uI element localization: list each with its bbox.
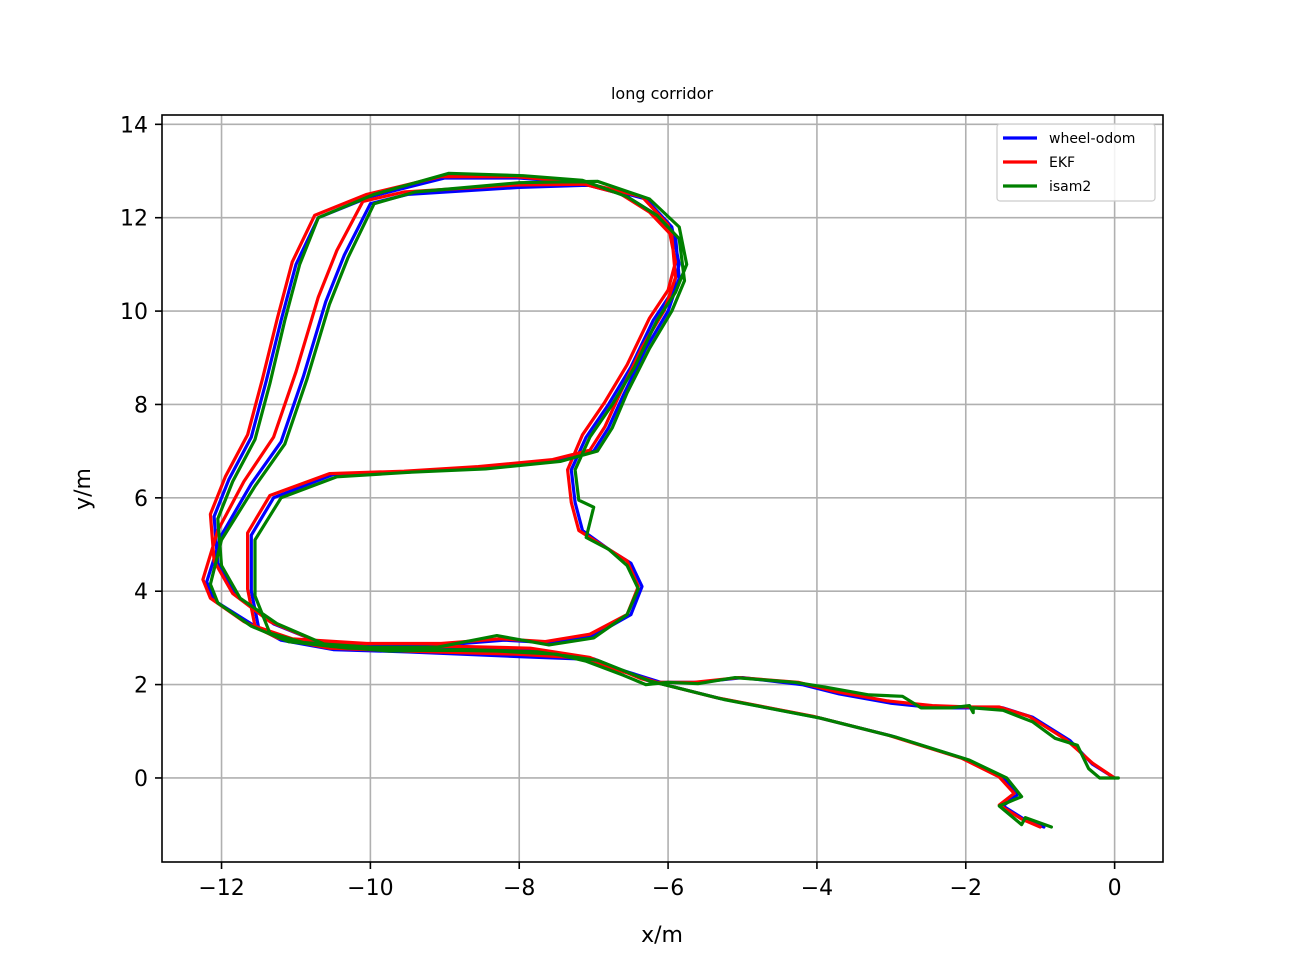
y-tick-label: 0 [134,767,148,792]
x-tick-label: −6 [652,876,684,901]
plot-frame [161,114,1164,863]
y-tick-label: 8 [134,393,148,418]
x-axis-label: x/m [641,923,683,948]
y-tick-label: 4 [134,580,148,605]
y-tick-label: 6 [134,487,148,512]
y-tick-label: 10 [120,300,148,325]
y-tick-label: 14 [120,113,148,138]
legend-box [996,123,1156,202]
legend: wheel-odom EKF isam2 [996,123,1156,202]
x-tick-label: −12 [198,876,244,901]
series-line-isam2 [208,171,1120,829]
x-tick-label: −4 [801,876,833,901]
axis-ticks: −12 −10 −8 −6 −4 −2 0 0 2 4 6 8 10 12 14 [120,113,1122,901]
plot-series [201,171,1120,829]
x-tick-label: −2 [950,876,982,901]
legend-label: wheel-odom [1049,131,1135,147]
x-tick-label: −8 [503,876,535,901]
legend-label: EKF [1049,155,1075,171]
y-axis-label: y/m [71,468,96,510]
chart-title: long corridor [611,84,713,103]
y-tick-label: 12 [120,207,148,232]
y-tick-label: 2 [134,674,148,699]
x-tick-label: −10 [347,876,393,901]
x-tick-label: 0 [1108,876,1122,901]
legend-label: isam2 [1049,179,1091,195]
